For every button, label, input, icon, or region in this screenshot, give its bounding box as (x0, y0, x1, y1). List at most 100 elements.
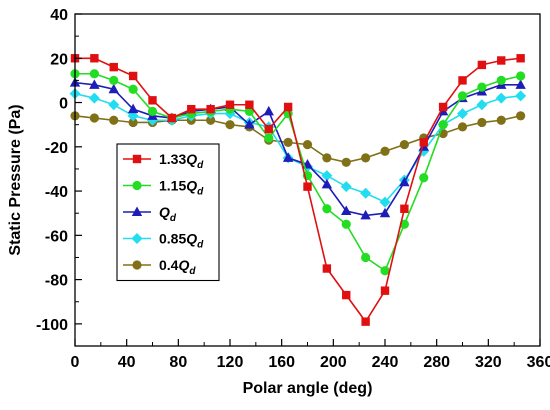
data-point (360, 187, 372, 199)
data-point (516, 111, 526, 121)
data-point (263, 105, 274, 116)
x-tick-label: 240 (372, 354, 399, 371)
x-axis-title: Polar angle (deg) (243, 380, 373, 397)
data-point (322, 264, 332, 273)
data-point (477, 60, 487, 70)
y-axis-title: Static Pressure (Pa) (7, 104, 24, 255)
data-point (321, 170, 333, 182)
data-point (458, 76, 467, 85)
data-point (419, 173, 429, 183)
data-point (147, 106, 158, 116)
data-point (206, 115, 216, 125)
data-point (128, 84, 138, 94)
data-point (340, 181, 352, 193)
x-tick-label: 200 (320, 354, 347, 371)
data-point (245, 100, 254, 109)
data-point (379, 196, 391, 208)
x-tick-label: 320 (475, 354, 502, 371)
y-tick-label: -100 (36, 317, 68, 334)
data-point (457, 91, 468, 101)
plot-layer (69, 54, 527, 326)
legend-item: 0.85Qd (123, 231, 204, 251)
data-point (438, 102, 448, 112)
data-point (515, 79, 526, 89)
data-point (477, 117, 487, 128)
legend-marker (132, 180, 142, 191)
data-point (167, 113, 177, 123)
data-point (109, 75, 119, 85)
data-point (516, 54, 525, 63)
x-tick-label: 280 (423, 354, 450, 371)
data-point (496, 115, 506, 125)
data-point (516, 71, 526, 81)
data-point (89, 113, 99, 123)
legend: 1.33Qd 1.15Qd Qd 0.85Qd 0.4Qd (116, 143, 220, 282)
data-point (321, 178, 333, 189)
data-point (438, 120, 448, 130)
y-tick-label: -40 (45, 184, 68, 201)
data-point (457, 108, 468, 120)
legend-item: Qd (123, 204, 177, 224)
y-tick-label: -80 (45, 273, 68, 290)
data-point (380, 286, 390, 295)
legend-marker (131, 233, 143, 244)
data-point (341, 157, 351, 167)
data-point (322, 153, 332, 163)
data-point (361, 252, 371, 263)
data-point (244, 106, 254, 116)
x-tick-label: 360 (527, 354, 550, 371)
data-point (379, 207, 391, 218)
data-point (89, 69, 99, 79)
data-point (148, 96, 157, 105)
data-point (225, 100, 235, 109)
data-point (380, 266, 390, 276)
data-point (302, 139, 313, 150)
y-tick-label: 0 (59, 96, 68, 113)
data-point (128, 71, 138, 81)
axis-layer: 0 40 80 120 160 200 240 280 320 36040200-20-40-60… (36, 7, 550, 371)
x-tick-label: 80 (169, 354, 187, 371)
data-point (496, 75, 506, 85)
data-point (477, 82, 487, 92)
data-point (264, 124, 273, 134)
data-point (108, 99, 120, 111)
y-tick-label: 20 (50, 51, 68, 68)
data-point (400, 204, 409, 213)
data-point (457, 122, 468, 132)
data-point (128, 117, 138, 128)
data-point (283, 137, 293, 147)
y-tick-label: 40 (50, 7, 68, 24)
data-point (127, 103, 139, 114)
data-point (89, 79, 100, 89)
data-point (399, 176, 410, 187)
data-point (361, 317, 370, 326)
x-tick-label: 160 (268, 354, 295, 371)
data-point (109, 62, 118, 72)
legend-label: 1.15Qd (159, 178, 204, 198)
y-tick-label: -20 (45, 140, 68, 157)
data-point (303, 182, 312, 191)
data-point (341, 205, 352, 215)
data-point (342, 290, 351, 300)
data-point (380, 146, 390, 156)
data-point (497, 56, 506, 65)
legend-item: 1.15Qd (123, 178, 204, 198)
data-point (206, 104, 215, 114)
legend-label: 0.85Qd (159, 231, 204, 251)
legend-item: 1.33Qd (123, 151, 204, 171)
data-point (264, 133, 274, 143)
legend-marker (131, 206, 143, 216)
data-point (476, 99, 488, 111)
data-point (419, 138, 428, 147)
data-point (244, 119, 255, 129)
y-tick-label: -60 (45, 228, 68, 245)
data-point (322, 204, 332, 214)
x-tick-label: 0 (71, 354, 80, 371)
data-point (90, 54, 99, 63)
data-point (283, 102, 293, 112)
x-tick-label: 40 (118, 354, 136, 371)
data-point (361, 153, 371, 163)
x-tick-label: 120 (217, 354, 244, 371)
